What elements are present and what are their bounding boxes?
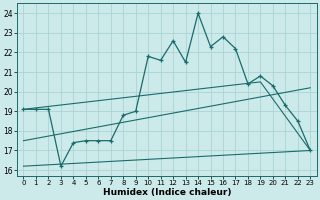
X-axis label: Humidex (Indice chaleur): Humidex (Indice chaleur) — [103, 188, 231, 197]
